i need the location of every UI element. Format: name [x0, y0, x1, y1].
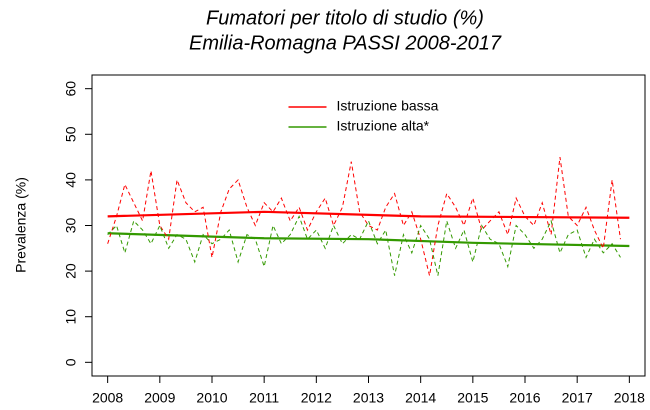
trend-line [107, 232, 630, 248]
trend-line [107, 210, 630, 219]
x-tick-label: 2014 [405, 390, 436, 406]
x-tick-label: 2018 [614, 390, 645, 406]
monthly-line [107, 157, 621, 276]
y-tick-label: 20 [63, 263, 79, 279]
chart-subtitle: Emilia-Romagna PASSI 2008-2017 [189, 32, 502, 54]
y-tick-label: 10 [63, 309, 79, 325]
chart-title: Fumatori per titolo di studio (%) [206, 7, 484, 29]
y-tick-label: 0 [63, 358, 79, 366]
x-tick-label: 2017 [562, 390, 593, 406]
y-tick-label: 50 [63, 126, 79, 142]
x-tick-label: 2016 [509, 390, 540, 406]
x-tick-label: 2012 [301, 390, 332, 406]
x-tick-label: 2009 [144, 390, 175, 406]
y-tick-label: 30 [63, 218, 79, 234]
legend-label: Istruzione alta* [337, 118, 430, 134]
y-tick-label: 40 [63, 172, 79, 188]
x-tick-label: 2013 [353, 390, 384, 406]
x-tick-label: 2010 [196, 390, 227, 406]
x-tick-label: 2008 [92, 390, 123, 406]
y-tick-label: 60 [63, 81, 79, 97]
y-axis-label: Prevalenza (%) [13, 177, 29, 273]
legend-label: Istruzione bassa [337, 98, 439, 114]
monthly-line [107, 215, 621, 276]
x-tick-label: 2011 [249, 390, 279, 406]
x-tick-label: 2015 [457, 390, 488, 406]
